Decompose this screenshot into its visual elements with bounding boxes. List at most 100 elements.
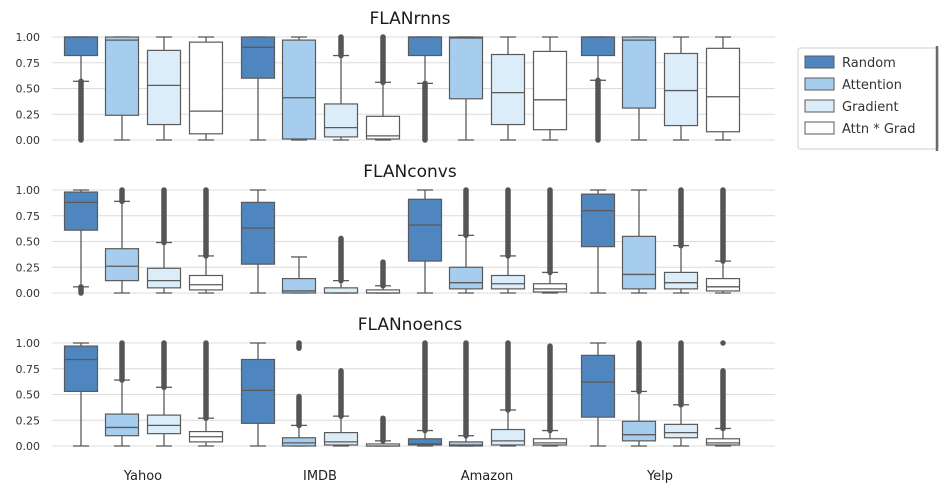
legend-item: Gradient — [804, 99, 899, 115]
box-amazon-attn-grad — [532, 187, 568, 294]
box-body — [240, 201, 276, 265]
box-imdb-random — [240, 342, 276, 447]
panel-title: FLANconvs — [363, 162, 457, 182]
box-body — [621, 36, 657, 109]
box-yelp-random — [580, 342, 616, 447]
box-body — [490, 274, 526, 290]
box-imdb-attention — [281, 256, 317, 294]
y-tick-label: 1.00 — [16, 31, 41, 44]
box-imdb-random — [240, 36, 276, 141]
y-tick-label: 1.00 — [16, 337, 41, 350]
box-body — [188, 274, 224, 291]
box-body — [63, 36, 99, 57]
panel-flanconvs: FLANconvs 0.00 0.25 0.50 0.75 1.00 — [16, 162, 775, 300]
y-tick-label: 0.75 — [16, 210, 41, 223]
box-body — [407, 36, 443, 57]
legend-swatch — [804, 55, 835, 69]
box-body — [448, 266, 484, 290]
box-yahoo-attention — [104, 36, 140, 141]
box-body — [580, 354, 616, 418]
box-body — [281, 277, 317, 294]
y-tick-label: 0.00 — [16, 134, 41, 147]
y-tick-label: 1.00 — [16, 184, 41, 197]
box-body — [705, 47, 741, 133]
box-amazon-attn-grad — [532, 36, 568, 141]
box-body — [663, 423, 699, 439]
box-yahoo-attn-grad — [188, 187, 224, 294]
box-body — [63, 191, 99, 231]
box-amazon-gradient — [490, 187, 526, 294]
box-body — [281, 437, 317, 447]
box-body — [365, 115, 401, 140]
box-body — [146, 49, 182, 126]
box-body — [323, 103, 359, 138]
box-imdb-gradient — [323, 34, 359, 141]
box-yelp-gradient — [663, 187, 699, 294]
x-category-label: IMDB — [303, 469, 337, 484]
box-yahoo-gradient — [146, 340, 182, 447]
box-body — [663, 52, 699, 127]
box-amazon-random — [407, 189, 443, 294]
legend-label: Attn * Grad — [842, 122, 916, 137]
box-body — [188, 41, 224, 135]
box-amazon-gradient — [490, 340, 526, 447]
box-body — [448, 36, 484, 100]
box-yahoo-attn-grad — [188, 340, 224, 447]
category-labels: Yahoo IMDB Amazon Yelp — [123, 469, 673, 484]
panel-flannoencs: FLANnoencs 0.00 0.25 0.50 0.75 1.00 — [16, 315, 775, 453]
box-imdb-attention — [281, 340, 317, 447]
box-amazon-gradient — [490, 36, 526, 141]
box-yelp-gradient — [663, 340, 699, 447]
panel-flanrnns: FLANrnns 0.00 0.25 0.50 0.75 1.00 — [16, 9, 775, 147]
box-body — [532, 438, 568, 446]
box-yahoo-gradient — [146, 36, 182, 141]
y-tick-label: 0.25 — [16, 108, 41, 121]
y-tick-label: 0.25 — [16, 261, 41, 274]
y-tick-label: 0.50 — [16, 83, 41, 96]
box-yelp-attention — [621, 189, 657, 294]
box-yahoo-random — [63, 189, 99, 296]
y-tick-label: 0.25 — [16, 414, 41, 427]
box-body — [240, 36, 276, 79]
legend-swatch — [804, 99, 835, 113]
box-body — [490, 428, 526, 446]
y-tick-label: 0.00 — [16, 287, 41, 300]
box-body — [705, 438, 741, 446]
box-amazon-random — [407, 340, 443, 447]
legend-item: Attn * Grad — [804, 121, 916, 137]
box-body — [663, 271, 699, 290]
box-body — [323, 287, 359, 294]
box-body — [281, 39, 317, 140]
box-yelp-attn-grad — [705, 340, 741, 447]
box-yahoo-attn-grad — [188, 36, 224, 141]
legend-item: Attention — [804, 77, 902, 93]
box-imdb-attn-grad — [365, 34, 401, 141]
box-yahoo-gradient — [146, 187, 182, 294]
legend-swatch — [804, 77, 835, 91]
legend-label: Gradient — [842, 100, 899, 115]
box-body — [705, 277, 741, 292]
box-yelp-attention — [621, 36, 657, 141]
box-body — [240, 358, 276, 424]
box-body — [580, 36, 616, 57]
y-tick-label: 0.75 — [16, 57, 41, 70]
box-amazon-attn-grad — [532, 343, 568, 447]
box-amazon-random — [407, 36, 443, 143]
box-body — [146, 414, 182, 435]
chart-panels: FLANrnns 0.00 0.25 0.50 0.75 1.00 FLANconvs 0.0… — [16, 9, 775, 453]
box-body — [448, 441, 484, 447]
box-body — [407, 438, 443, 446]
legend: Random Attention Gradient Attn * Grad — [797, 46, 939, 151]
box-imdb-attn-grad — [365, 415, 401, 447]
box-yelp-random — [580, 189, 616, 294]
box-imdb-gradient — [323, 235, 359, 294]
legend-item: Random — [804, 55, 896, 71]
box-body — [532, 50, 568, 131]
x-category-label: Yelp — [646, 469, 673, 484]
box-imdb-gradient — [323, 368, 359, 447]
box-yelp-attention — [621, 340, 657, 447]
box-body — [407, 198, 443, 262]
box-amazon-attention — [448, 36, 484, 141]
box-yelp-gradient — [663, 36, 699, 141]
